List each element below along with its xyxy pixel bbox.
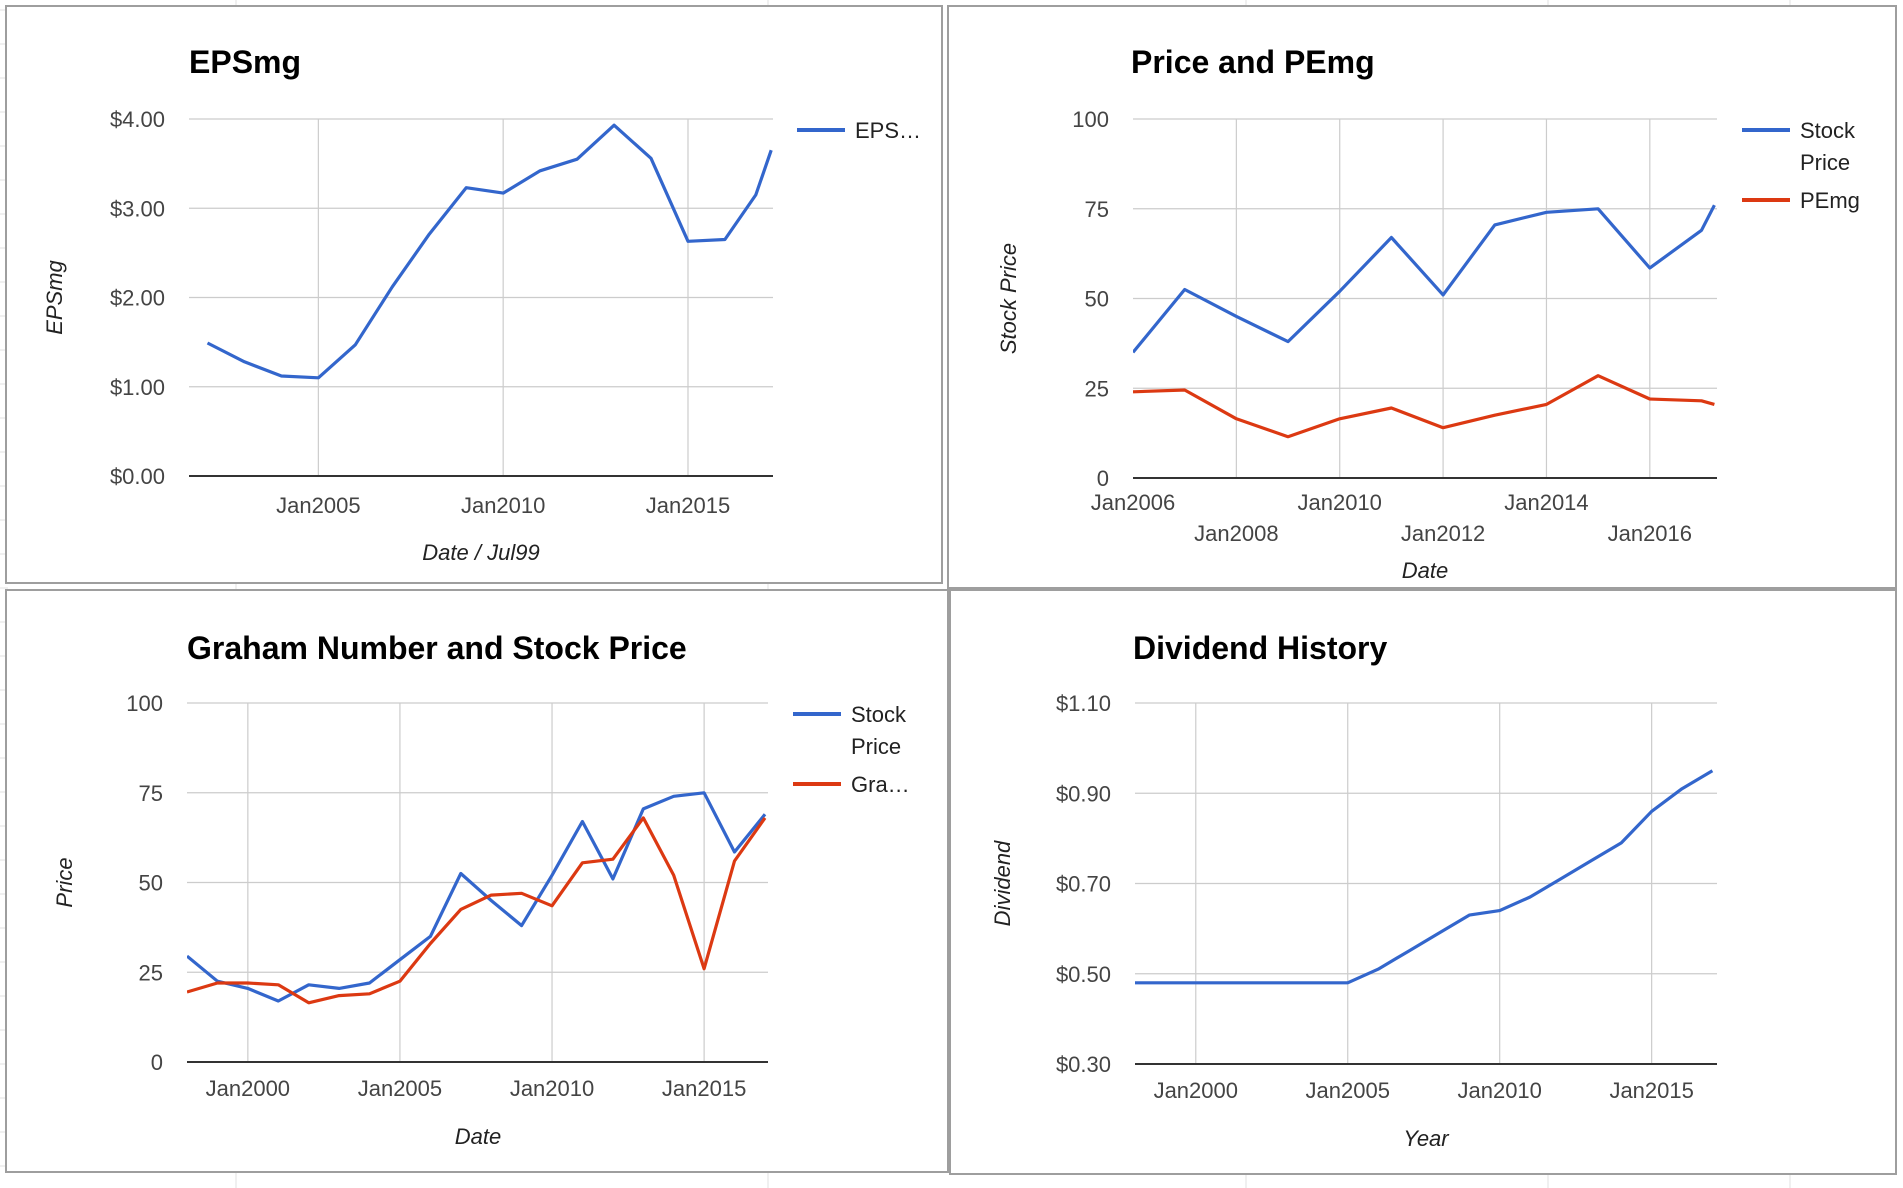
chart-panel-4: Dividend History $0.30 $0.50 $0.70 $0.90 $1.1… (949, 589, 1897, 1175)
legend-label: Gra… (851, 772, 910, 797)
legend-entry: EPS… (797, 118, 921, 143)
y-axis-label: Stock Price (996, 243, 1021, 354)
y-tick-label: 75 (1085, 197, 1109, 222)
legend-entry: Gra… (793, 772, 910, 797)
chart-border (947, 5, 1897, 589)
x-tick-label: Jan2000 (206, 1076, 290, 1101)
x-axis-label: Date / Jul99 (422, 540, 539, 565)
x-tick-label: Jan2000 (1154, 1078, 1238, 1103)
x-tick-label: Jan2010 (1298, 490, 1382, 515)
chart-border (5, 5, 943, 584)
y-tick-label: $0.70 (1056, 872, 1111, 897)
x-tick-label: Jan2015 (662, 1076, 746, 1101)
x-tick-label: Jan2005 (276, 493, 360, 518)
series-line-2 (187, 816, 767, 1005)
legend-entry: PEmg (1742, 188, 1860, 213)
y-tick-label: 50 (1085, 287, 1109, 312)
x-axis-label: Year (1403, 1126, 1450, 1151)
y-tick-label: 100 (126, 691, 163, 716)
y-tick-label: 25 (139, 960, 163, 985)
x-tick-label: Jan2008 (1194, 521, 1278, 546)
y-tick-label: 0 (1097, 466, 1109, 491)
series-line-1 (206, 123, 773, 380)
y-axis-label: EPSmg (42, 259, 67, 334)
series-line-1 (187, 791, 767, 1003)
y-tick-label: $3.00 (110, 196, 165, 221)
chart-panel-2: Price and PEmg 0 25 50 75 100 Jan2006 Jan2008 Ja… (947, 5, 1897, 589)
x-axis-label: Date (1402, 558, 1448, 583)
legend-entry: Stock Price (1742, 118, 1856, 175)
chart-border (949, 589, 1897, 1175)
x-tick-label: Jan2010 (1457, 1078, 1541, 1103)
x-axis-label: Date (455, 1124, 501, 1149)
y-tick-label: $1.00 (110, 375, 165, 400)
x-tick-label: Jan2006 (1091, 490, 1175, 515)
x-tick-label: Jan2010 (461, 493, 545, 518)
x-tick-label: Jan2014 (1504, 490, 1588, 515)
x-tick-label: Jan2012 (1401, 521, 1485, 546)
x-tick-label: Jan2016 (1608, 521, 1692, 546)
y-axis-label: Dividend (990, 840, 1015, 926)
chart-panel-3: Graham Number and Stock Price 0 25 50 75 100 J… (5, 589, 949, 1173)
y-tick-label: 25 (1085, 376, 1109, 401)
y-tick-label: $0.00 (110, 464, 165, 489)
chart-panel-1: EPSmg $0.00 $1.00 $2.00 $3.00 $4.00 Jan2005 Jan… (5, 5, 943, 584)
chart-title: Graham Number and Stock Price (187, 630, 687, 666)
y-tick-label: 50 (139, 871, 163, 896)
series-line-1 (1133, 204, 1716, 354)
x-tick-label: Jan2005 (358, 1076, 442, 1101)
legend-label: Stock Price (851, 702, 907, 759)
x-tick-label: Jan2010 (510, 1076, 594, 1101)
y-tick-label: $0.90 (1056, 781, 1111, 806)
series-line-2 (1133, 374, 1715, 439)
legend-label: EPS… (855, 118, 921, 143)
chart-border (5, 589, 949, 1173)
y-axis-label: Price (52, 857, 77, 907)
y-tick-label: 0 (151, 1050, 163, 1075)
series-line-1 (1135, 769, 1714, 985)
legend-label: PEmg (1800, 188, 1860, 213)
y-tick-label: $0.30 (1056, 1052, 1111, 1077)
y-tick-label: 100 (1072, 107, 1109, 132)
y-tick-label: $1.10 (1056, 691, 1111, 716)
y-tick-label: 75 (139, 781, 163, 806)
chart-title: Price and PEmg (1131, 44, 1375, 80)
x-tick-label: Jan2015 (646, 493, 730, 518)
x-tick-label: Jan2005 (1306, 1078, 1390, 1103)
chart-panels: EPSmg $0.00 $1.00 $2.00 $3.00 $4.00 Jan2005 Jan… (5, 5, 1897, 1175)
y-tick-label: $4.00 (110, 107, 165, 132)
chart-title: Dividend History (1133, 630, 1387, 666)
legend-label: Stock Price (1800, 118, 1856, 175)
x-tick-label: Jan2015 (1609, 1078, 1693, 1103)
y-tick-label: $2.00 (110, 286, 165, 311)
chart-title: EPSmg (189, 44, 301, 80)
y-tick-label: $0.50 (1056, 962, 1111, 987)
legend-entry: Stock Price (793, 702, 907, 759)
